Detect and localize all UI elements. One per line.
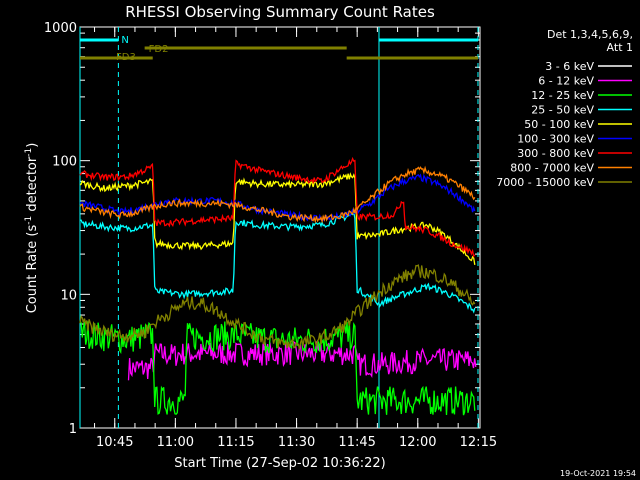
legend: Det 1,3,4,5,6,9, Att 1 3 - 6 keV 6 - 12 k…	[496, 28, 633, 189]
legend-entry-label: 25 - 50 keV	[531, 104, 594, 117]
y-axis-label-main: Count Rate (s	[25, 225, 40, 314]
y-tick-label: 1	[69, 422, 77, 437]
legend-entry-label: 12 - 25 keV	[531, 89, 594, 102]
series-line	[79, 264, 476, 350]
legend-header-line-1: Det 1,3,4,5,6,9,	[547, 28, 633, 41]
y-axis-label-mid: detector	[25, 156, 40, 216]
plot-area: 1 10 100 1000 10:45 11:00 11:15 11:30 11:45 12:00…	[44, 21, 497, 450]
x-axis-label: Start Time (27-Sep-02 10:36:22)	[174, 456, 385, 471]
legend-entry-label: 7000 - 15000 keV	[496, 176, 594, 189]
legend-header-line-2: Att 1	[607, 41, 633, 54]
series-line	[79, 165, 476, 224]
legend-entry-label: 100 - 300 keV	[517, 133, 594, 146]
y-axis-label-exp1: -1	[24, 216, 34, 225]
y-axis-label: Count Rate (s-1 detector-1)	[24, 143, 40, 314]
y-axis-label-exp2: -1	[24, 148, 34, 157]
x-tick-label: 12:00	[399, 435, 436, 450]
x-tick-label: 12:15	[460, 435, 497, 450]
chart-title: RHESSI Observing Summary Count Rates	[125, 3, 435, 21]
legend-entry-label: 6 - 12 keV	[538, 75, 594, 88]
legend-entry-label: 800 - 7000 keV	[510, 162, 594, 175]
x-tick-label: 11:00	[157, 435, 194, 450]
x-tick-label: 11:30	[278, 435, 315, 450]
annotation-label: N	[121, 35, 128, 46]
x-tick-label: 11:15	[217, 435, 254, 450]
legend-entry-label: 3 - 6 keV	[545, 60, 594, 73]
y-tick-label: 10	[60, 288, 77, 303]
series-line	[79, 156, 476, 258]
y-tick-label: 100	[52, 155, 77, 170]
series-line	[79, 210, 476, 314]
annotation-label: FD2	[149, 44, 169, 55]
x-tick-label: 11:45	[338, 435, 375, 450]
y-tick-label: 1000	[44, 21, 77, 36]
series-line	[79, 173, 476, 223]
x-tick-label: 10:45	[96, 435, 133, 450]
legend-entry-label: 50 - 100 keV	[524, 118, 594, 131]
y-axis-label-end: )	[25, 143, 40, 148]
plot-timestamp: 19-Oct-2021 19:54	[560, 469, 636, 478]
legend-entry-label: 300 - 800 keV	[517, 147, 594, 160]
annotation-label: FD3	[116, 52, 136, 63]
